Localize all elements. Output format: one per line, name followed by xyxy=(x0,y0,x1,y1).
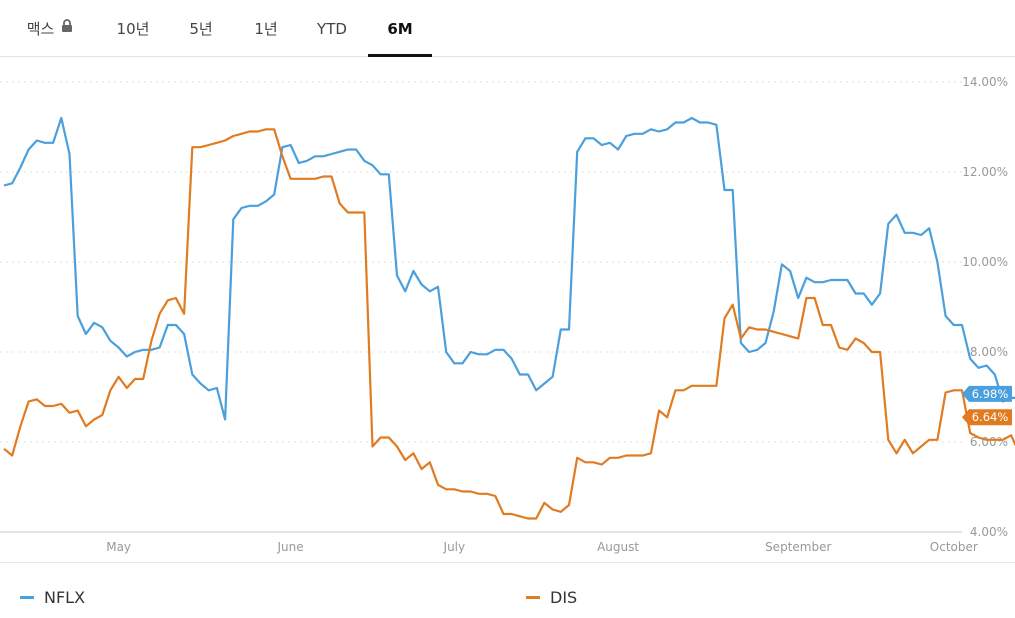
legend-swatch xyxy=(20,596,34,599)
x-tick-label: September xyxy=(765,540,831,554)
series-layer xyxy=(3,116,1015,520)
tab-label: 6M xyxy=(387,20,413,38)
end-label-dis: 6.64% xyxy=(962,409,1012,426)
series-line-nflx xyxy=(3,116,1015,421)
y-tick-label: 10.00% xyxy=(962,255,1008,269)
y-tick-label: 4.00% xyxy=(970,525,1008,539)
x-tick-label: July xyxy=(443,540,466,554)
tab-label: YTD xyxy=(317,20,347,38)
y-tick-label: 8.00% xyxy=(970,345,1008,359)
tab-label: 1년 xyxy=(254,20,278,38)
end-label-box xyxy=(962,409,1012,426)
x-tick-label: October xyxy=(930,540,978,554)
line-chart: 4.00%6.00%8.00%10.00%12.00%14.00% May Jun… xyxy=(0,75,1015,554)
active-tab-indicator xyxy=(368,54,432,57)
legend-divider xyxy=(0,562,1015,563)
x-tick-label: May xyxy=(106,540,131,554)
legend-item-nflx[interactable]: NFLX xyxy=(20,578,85,618)
y-tick-label: 12.00% xyxy=(962,165,1008,179)
tab-ytd[interactable]: YTD xyxy=(296,0,368,57)
tab-label: 맥스 xyxy=(26,20,55,38)
legend-swatch xyxy=(526,596,540,599)
range-tabs: 맥스 10년 5년 1년 YTD 6M xyxy=(0,0,1015,57)
end-label-text: 6.64% xyxy=(972,410,1009,424)
end-label-text: 6.98% xyxy=(972,387,1009,401)
legend-label: DIS xyxy=(550,588,578,607)
legend-item-dis[interactable]: DIS xyxy=(526,578,577,618)
legend: NFLX DIS xyxy=(0,578,1015,618)
series-line-dis xyxy=(3,128,1015,520)
end-labels: 6.98% 6.64% xyxy=(962,385,1012,426)
tab-1y[interactable]: 1년 xyxy=(236,0,296,57)
legend-label: NFLX xyxy=(44,588,86,607)
x-axis: May June July August September October xyxy=(106,540,978,554)
y-tick-label: 14.00% xyxy=(962,75,1008,89)
lock-icon xyxy=(61,0,73,56)
tab-label: 5년 xyxy=(189,20,213,38)
tab-6m[interactable]: 6M xyxy=(368,0,432,57)
x-tick-label: August xyxy=(597,540,639,554)
end-label-nflx: 6.98% xyxy=(962,385,1012,402)
tab-max[interactable]: 맥스 xyxy=(0,0,100,57)
x-tick-label: June xyxy=(277,540,304,554)
tab-5y[interactable]: 5년 xyxy=(166,0,236,57)
tab-10y[interactable]: 10년 xyxy=(100,0,166,57)
tab-label: 10년 xyxy=(116,20,150,38)
y-axis: 4.00%6.00%8.00%10.00%12.00%14.00% xyxy=(962,75,1008,539)
grid xyxy=(0,81,962,533)
end-label-box xyxy=(962,385,1012,402)
